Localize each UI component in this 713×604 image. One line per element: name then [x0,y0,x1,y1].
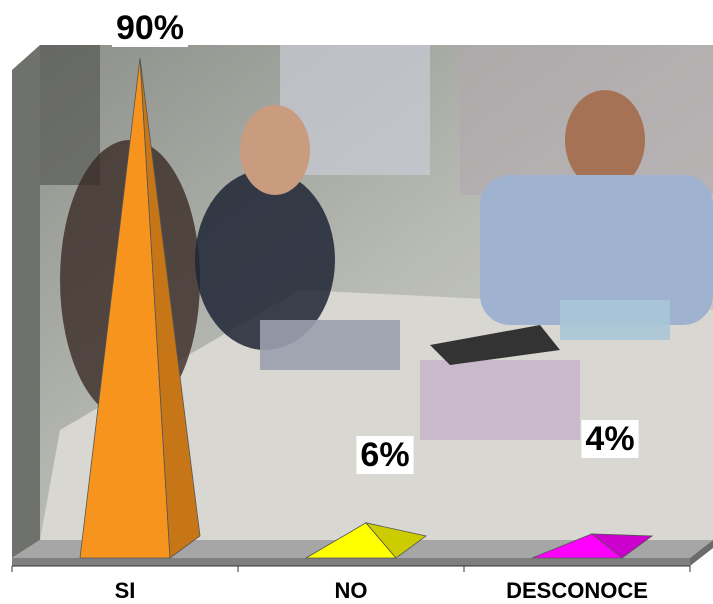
floor-edge [12,558,690,566]
x-tick-label: SI [115,578,136,603]
x-tick-label: DESCONOCE [506,578,648,603]
data-label: 4% [585,420,634,458]
pyramid [531,533,654,559]
pyramid-side [590,533,654,559]
pyramid [304,522,427,559]
data-label: 6% [360,436,409,474]
floor-side [690,540,713,566]
pyramid-side [364,522,427,559]
data-label-bg [356,435,414,474]
data-label-bg [111,8,189,47]
x-tick-label: NO [335,578,368,603]
data-label: 90% [116,9,184,47]
data-label-bg [581,419,639,458]
pyramid-side [139,58,201,559]
pyramid [79,58,201,559]
background-photo [12,45,713,558]
